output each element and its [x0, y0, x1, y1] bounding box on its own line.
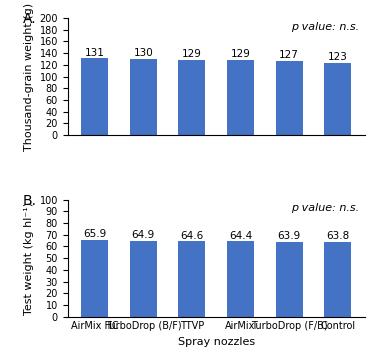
Bar: [130, 59, 156, 135]
Bar: [179, 241, 205, 317]
Text: p value: n.s.: p value: n.s.: [291, 203, 359, 213]
X-axis label: Spray nozzles: Spray nozzles: [177, 337, 255, 347]
Bar: [179, 60, 205, 135]
Bar: [276, 242, 303, 317]
Bar: [81, 240, 108, 317]
Text: 129: 129: [182, 49, 202, 59]
Text: B.: B.: [23, 194, 37, 208]
Text: 64.6: 64.6: [180, 230, 203, 240]
Text: 63.9: 63.9: [277, 231, 301, 241]
Text: 64.4: 64.4: [229, 231, 252, 241]
Bar: [227, 241, 254, 317]
Y-axis label: Thousand-grain weight (g): Thousand-grain weight (g): [24, 3, 34, 150]
Bar: [324, 63, 351, 135]
Text: 127: 127: [279, 50, 299, 60]
Bar: [130, 241, 156, 317]
Bar: [324, 242, 351, 317]
Text: 130: 130: [133, 48, 153, 58]
Text: 64.9: 64.9: [132, 230, 155, 240]
Bar: [276, 61, 303, 135]
Text: A.: A.: [23, 12, 37, 26]
Text: 63.8: 63.8: [326, 231, 349, 242]
Y-axis label: Test weight (kg hl⁻¹): Test weight (kg hl⁻¹): [24, 202, 34, 315]
Text: 129: 129: [230, 49, 250, 59]
Text: p value: n.s.: p value: n.s.: [291, 22, 359, 32]
Bar: [227, 60, 254, 135]
Text: 65.9: 65.9: [83, 229, 106, 239]
Text: 123: 123: [328, 52, 348, 62]
Bar: [81, 58, 108, 135]
Text: 131: 131: [85, 48, 105, 58]
